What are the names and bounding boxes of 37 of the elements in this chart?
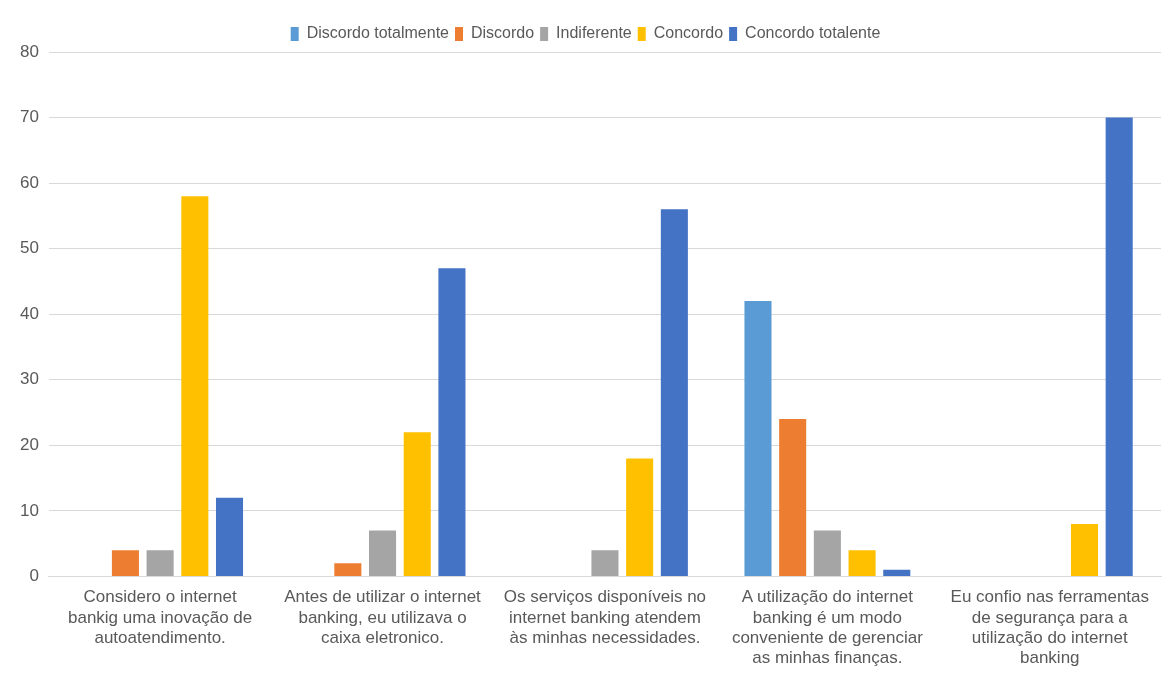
bar bbox=[779, 419, 807, 576]
x-tick-label: Antes de utilizar o internet banking, eu utilizava o caixa eletronico. bbox=[284, 587, 482, 648]
bar bbox=[181, 196, 209, 576]
y-tick-label: 40 bbox=[19, 303, 39, 323]
y-tick-label: 80 bbox=[19, 41, 39, 61]
y-tick-label: 0 bbox=[29, 566, 39, 586]
legend-label: Discordo bbox=[470, 24, 535, 42]
x-tick-label: Considero o internet bankig uma inovação de autoatendimento. bbox=[67, 587, 253, 648]
bar bbox=[403, 432, 431, 576]
bar bbox=[813, 530, 841, 576]
legend-label: Concordo totalente bbox=[745, 24, 881, 42]
bar bbox=[591, 550, 619, 576]
x-tick-label: Os serviços disponíveis no internet banking atendem às minhas necessidades. bbox=[503, 587, 707, 648]
bar bbox=[1105, 117, 1133, 576]
y-tick-label: 30 bbox=[19, 369, 39, 389]
legend-label: Concordo bbox=[653, 24, 724, 42]
bar bbox=[883, 569, 911, 576]
x-tick-label: Eu confio nas ferramentas de segurança para a utilização do internet banking bbox=[950, 587, 1150, 668]
legend-label: Discordo totalmente bbox=[306, 24, 450, 42]
bar bbox=[438, 268, 466, 576]
y-tick-label: 50 bbox=[19, 238, 39, 258]
bar bbox=[744, 301, 772, 576]
y-tick-label: 60 bbox=[19, 172, 39, 192]
y-tick-label: 10 bbox=[19, 500, 39, 520]
x-tick-label: A utilização do internet banking é um modo conveniente de gerenciar as minhas finanças. bbox=[731, 587, 924, 668]
bar bbox=[848, 550, 876, 576]
y-tick-label: 20 bbox=[19, 434, 39, 454]
bar bbox=[626, 458, 654, 576]
y-tick-label: 70 bbox=[19, 107, 39, 127]
bar bbox=[146, 550, 174, 576]
legend-label: Indiferente bbox=[556, 24, 632, 42]
bar bbox=[660, 209, 688, 576]
bar bbox=[334, 563, 362, 576]
bar bbox=[215, 497, 244, 576]
bar bbox=[369, 530, 397, 576]
bar bbox=[111, 550, 139, 576]
bar bbox=[1070, 523, 1099, 576]
